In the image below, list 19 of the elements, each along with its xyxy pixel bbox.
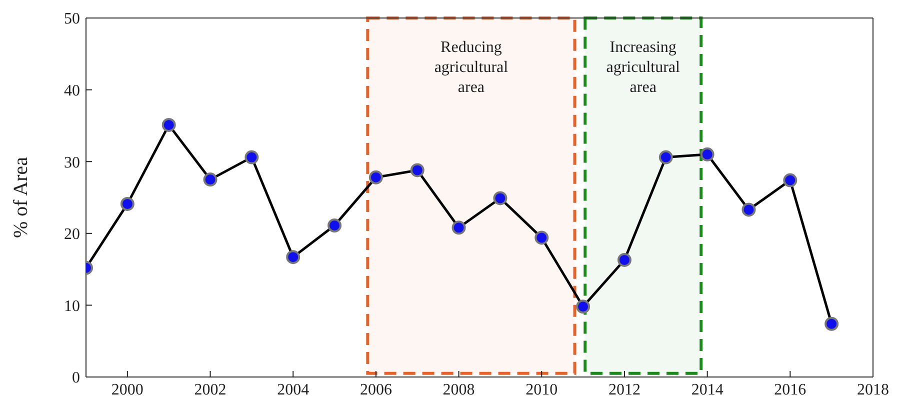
x-tick-label: 2016 xyxy=(774,381,806,398)
x-tick-label: 2002 xyxy=(194,381,226,398)
x-tick-label: 2018 xyxy=(857,381,889,398)
x-tick-label: 2006 xyxy=(360,381,392,398)
x-tick-label: 2010 xyxy=(526,381,558,398)
x-tick-label: 2014 xyxy=(691,381,724,398)
y-tick-label: 0 xyxy=(72,370,80,387)
y-tick-label: 50 xyxy=(64,10,80,28)
y-tick-label: 30 xyxy=(64,154,80,172)
y-tick-label: 40 xyxy=(64,82,80,100)
x-tick-label: 2008 xyxy=(442,381,475,398)
x-tick-label: 2012 xyxy=(608,381,640,398)
x-tick-label: 2004 xyxy=(277,381,310,398)
y-axis-title: % of Area xyxy=(10,156,32,238)
y-tick-label: 10 xyxy=(64,298,80,315)
band-label: Increasing agricultural area xyxy=(606,39,681,96)
x-tick-label: 2000 xyxy=(111,381,144,398)
band-label: Reducing agricultural area xyxy=(434,39,509,96)
y-tick-label: 20 xyxy=(64,226,80,244)
